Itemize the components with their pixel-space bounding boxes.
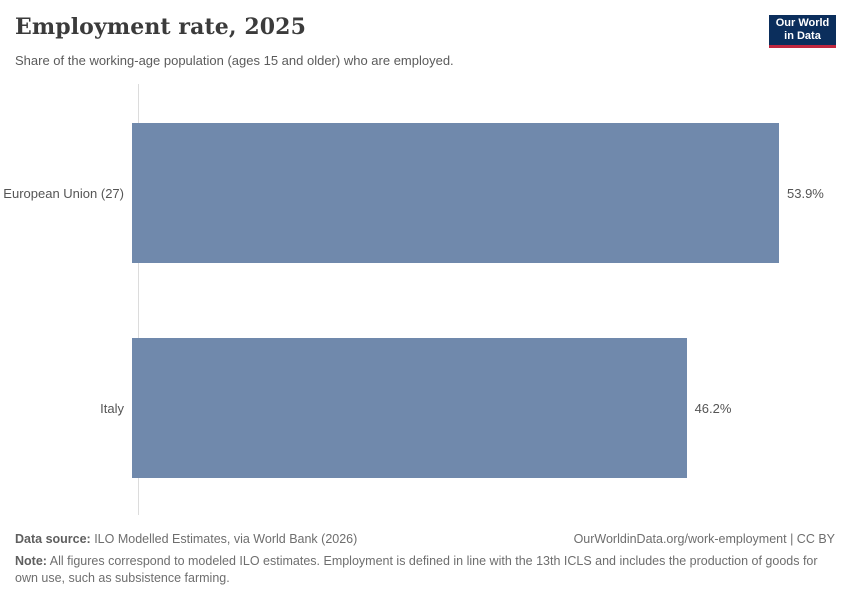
owid-logo[interactable]: Our World in Data xyxy=(769,15,836,48)
y-axis-line xyxy=(138,84,139,515)
owid-url-link[interactable]: OurWorldinData.org/work-employment | CC … xyxy=(573,532,835,546)
bar-italy[interactable] xyxy=(132,338,687,478)
bar-row-european-union: European Union (27) 53.9% xyxy=(0,123,850,263)
value-label-european-union: 53.9% xyxy=(787,185,824,201)
note-label: Note: xyxy=(15,554,47,568)
data-source-value: ILO Modelled Estimates, via World Bank (… xyxy=(90,532,358,546)
chart-note: Note: All figures correspond to modeled … xyxy=(15,553,835,588)
chart-footer: Data source: ILO Modelled Estimates, via… xyxy=(15,532,835,588)
entity-label-italy: Italy xyxy=(100,400,124,416)
value-label-italy: 46.2% xyxy=(694,400,732,416)
data-source-label: Data source: xyxy=(15,532,91,546)
owid-logo-line2: in Data xyxy=(784,30,821,42)
data-source-text: Data source: ILO Modelled Estimates, via… xyxy=(15,532,357,546)
owid-logo-line1: Our World xyxy=(775,16,830,29)
bar-european-union[interactable] xyxy=(132,123,779,263)
note-value: All figures correspond to modeled ILO es… xyxy=(15,554,818,586)
chart-subtitle: Share of the working-age population (age… xyxy=(15,53,454,68)
entity-label-european-union: European Union (27) xyxy=(3,185,124,201)
chart-title: Employment rate, 2025 xyxy=(15,14,306,40)
bar-row-italy: Italy 46.2% xyxy=(0,338,850,478)
